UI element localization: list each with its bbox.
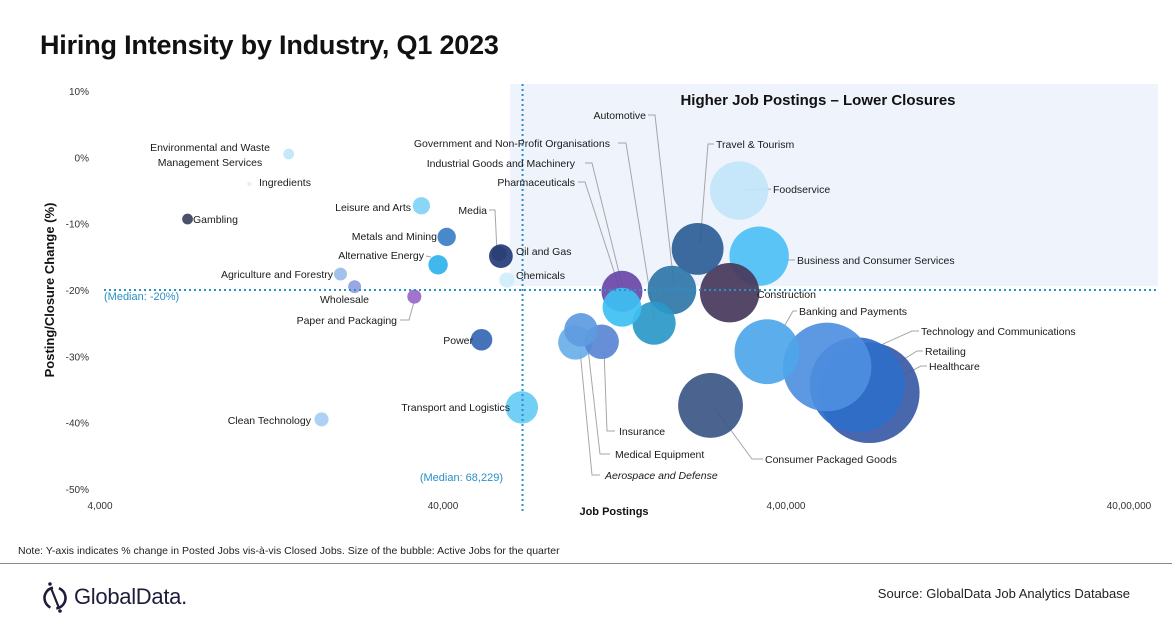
- bubble-label-chemicals: Chemicals: [516, 270, 565, 282]
- bubble-label-ingredients: Ingredients: [259, 177, 311, 189]
- bubble-environmental-and-waste-management-services: [283, 148, 295, 160]
- leader-line: [618, 142, 655, 319]
- bubble-media: [491, 245, 507, 262]
- bubble-label-travel-and-tourism: Travel & Tourism: [716, 139, 794, 151]
- bubble-label-technology-and-communications: Technology and Communications: [921, 326, 1076, 338]
- bubble-consumer-packaged-goods: [678, 373, 743, 438]
- bubble-wholesale: [348, 280, 362, 294]
- bubble-gambling: [182, 213, 193, 225]
- bubble-label-business-and-consumer-services: Business and Consumer Services: [797, 255, 955, 267]
- median-y-label: (Median: -20%): [104, 291, 179, 303]
- leader-line: [784, 310, 797, 326]
- y-tick-label: -50%: [66, 485, 89, 496]
- leader-line: [489, 209, 498, 253]
- x-tick-label: 4,000: [87, 501, 112, 512]
- bubble-construction: [699, 262, 760, 323]
- y-tick-label: -30%: [66, 352, 89, 363]
- bubble-agriculture-and-forestry: [334, 267, 347, 281]
- bubble-medical-equipment: [564, 313, 598, 347]
- y-tick-label: 0%: [75, 153, 90, 164]
- leader-line: [579, 349, 600, 476]
- x-axis-ticks: 4,000 40,000 4,00,000 40,00,000: [87, 501, 1151, 512]
- x-tick-label: 40,00,000: [1107, 501, 1152, 512]
- leader-lines: [400, 114, 927, 476]
- bubble-label-aerospace-and-defense: Aerospace and Defense: [604, 470, 718, 482]
- bubble-alternative-energy: [428, 255, 448, 275]
- quadrant-label: Higher Job Postings – Lower Closures: [680, 92, 955, 109]
- bubble-label-medical-equipment: Medical Equipment: [615, 449, 704, 461]
- bubble-label-oil-and-gas: Oil and Gas: [516, 246, 571, 258]
- bubble-leisure-and-arts: [412, 197, 431, 215]
- footer-divider: [0, 563, 1172, 564]
- bubble-chemicals: [499, 272, 515, 288]
- bubble-label-foodservice: Foodservice: [773, 184, 830, 196]
- bubble-travel-and-tourism: [671, 222, 724, 275]
- bubble-ingredients: [247, 181, 252, 187]
- bubble-label-leisure-and-arts: Leisure and Arts: [335, 202, 411, 214]
- bubble-banking-and-payments: [734, 319, 800, 385]
- bubble-label-construction: Construction: [757, 289, 816, 301]
- y-tick-label: 10%: [69, 87, 89, 98]
- x-tick-label: 40,000: [428, 501, 459, 512]
- y-tick-label: -40%: [66, 419, 89, 430]
- quadrant-highlight: [510, 84, 1158, 286]
- leader-line: [425, 255, 432, 258]
- brand-name: GlobalData.: [74, 584, 187, 609]
- leader-line: [586, 339, 610, 455]
- bubble-technology-and-communications: [782, 322, 872, 412]
- bubble-label-wholesale: Wholesale: [320, 294, 369, 306]
- bubble-label-automotive: Automotive: [593, 110, 646, 122]
- source-text: Source: GlobalData Job Analytics Databas…: [877, 586, 1130, 601]
- leader-line: [400, 301, 415, 321]
- leader-line: [648, 114, 675, 286]
- bubble-industrial-goods-and-machinery: [602, 287, 642, 327]
- bubble-label-media: Media: [458, 205, 487, 217]
- bubble-label-power: Power: [443, 335, 473, 347]
- leader-line: [699, 143, 714, 245]
- chart-note: Note: Y-axis indicates % change in Poste…: [18, 545, 560, 557]
- bubbles: [182, 148, 920, 444]
- bubble-label-consumer-packaged-goods: Consumer Packaged Goods: [765, 454, 897, 466]
- page-title: Hiring Intensity by Industry, Q1 2023: [40, 30, 499, 60]
- bubble-label-metals-and-mining: Metals and Mining: [352, 231, 437, 243]
- bubble-label-clean-technology: Clean Technology: [228, 415, 312, 427]
- leader-line: [585, 162, 628, 306]
- bubble-label-gambling: Gambling: [193, 214, 238, 226]
- bubble-label-transport-and-logistics: Transport and Logistics: [401, 402, 510, 414]
- bubble-label-industrial-goods-and-machinery: Industrial Goods and Machinery: [427, 158, 576, 170]
- bubble-chart: 10%0%-10%-20%-30%-40%-50% 4,000 40,000 4,0…: [42, 84, 1158, 518]
- leader-line: [578, 181, 623, 297]
- bubble-label-government-and-non-profit-organisations: Government and Non-Profit Organisations: [414, 138, 610, 150]
- bubble-government-and-non-profit-organisations: [632, 301, 676, 345]
- bubble-paper-and-packaging: [407, 289, 422, 304]
- bubble-label-pharmaceuticals: Pharmaceuticals: [497, 177, 575, 189]
- bubble-label-agriculture-and-forestry: Agriculture and Forestry: [221, 269, 334, 281]
- bubble-clean-technology: [314, 412, 329, 427]
- median-lines: [104, 84, 1158, 514]
- bubble-transport-and-logistics: [505, 391, 539, 424]
- bubble-labels: Environmental and Waste Management Servic…: [150, 110, 1076, 482]
- brand-logo: GlobalData.: [40, 580, 187, 614]
- x-axis-title: Job Postings: [579, 506, 648, 518]
- y-axis-title: Posting/Closure Change (%): [42, 203, 57, 378]
- median-x-label: (Median: 68,229): [420, 472, 503, 484]
- y-tick-label: -20%: [66, 286, 89, 297]
- globaldata-logo-icon: [43, 582, 67, 613]
- bubble-automotive: [647, 265, 697, 315]
- bubble-power: [470, 328, 493, 351]
- y-axis-ticks: 10% 0% -10% -20% -30% -40% -50%: [66, 87, 89, 496]
- bubble-label-retailing: Retailing: [925, 346, 966, 358]
- bubble-label-alternative-energy: Alternative Energy: [338, 250, 425, 262]
- bubble-label-environmental-and-waste-management-services: Environmental and Waste Management Servic…: [150, 142, 270, 169]
- bubble-label-insurance: Insurance: [619, 426, 665, 438]
- bubble-label-healthcare: Healthcare: [929, 361, 980, 373]
- bubble-label-banking-and-payments: Banking and Payments: [799, 306, 907, 318]
- y-tick-label: -10%: [66, 220, 89, 231]
- leader-line: [603, 349, 615, 432]
- bubble-label-paper-and-packaging: Paper and Packaging: [297, 315, 398, 327]
- bubble-metals-and-mining: [437, 227, 456, 247]
- x-tick-label: 4,00,000: [767, 501, 806, 512]
- bubble-foodservice: [709, 161, 769, 220]
